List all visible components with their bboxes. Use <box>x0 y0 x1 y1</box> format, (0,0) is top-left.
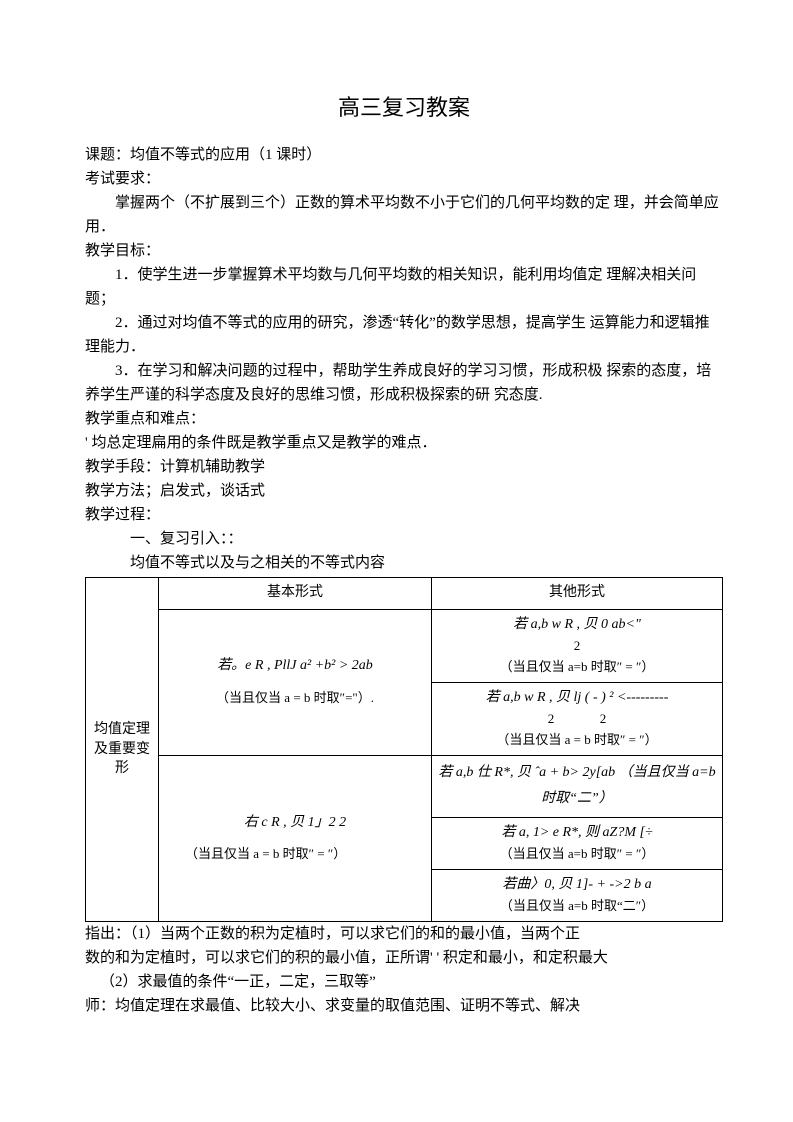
means-label: 教学手段： <box>85 459 160 475</box>
method-label: 教学方法； <box>85 483 160 499</box>
cell-b2-note: （当且仅当 a = b 时取″ = ″） <box>438 730 716 751</box>
row-label-cell: 均值定理及重要变形 <box>86 578 159 922</box>
focus-label: 教学重点和难点： <box>85 407 723 431</box>
cell-c-note: （当且仅当 a = b 时取″ = ″） <box>165 844 425 865</box>
cell-d3-note: （当且仅当 a=b 时取“二″） <box>438 896 716 917</box>
cell-b2-main: 若 a,b w R , 贝 lj ( - ) ² <--------- <box>438 687 716 709</box>
method-body: 启发式，谈话式 <box>160 483 265 499</box>
cell-b2-frac: 2 2 <box>438 709 716 730</box>
cell-d2: 若 a, 1> e R*, 则 aZ?M [÷ （当且仅当 a=b 时取″ = … <box>432 817 723 869</box>
cell-a-note: （当且仅当 a = b 时取″="）. <box>165 688 425 709</box>
cell-d3: 若曲〉0, 贝 1]- + ->2 b a （当且仅当 a=b 时取“二″） <box>432 869 723 921</box>
method-line: 教学方法；启发式，谈话式 <box>85 479 723 503</box>
goal-3: 3．在学习和解决问题的过程中，帮助学生养成良好的学习习惯，形成积极 探索的态度，… <box>85 359 723 407</box>
exam-req-label: 考试要求： <box>85 167 723 191</box>
cell-d2-note: （当且仅当 a=b 时取″ = ″） <box>438 844 716 865</box>
goal-label: 教学目标： <box>85 239 723 263</box>
table-row: 若。e R , PllJ a² +b² > 2ab （当且仅当 a = b 时取… <box>86 609 723 682</box>
process-label: 教学过程： <box>85 503 723 527</box>
goal-2: 2．通过对均值不等式的应用的研究，渗透“转化”的数学思想，提高学生 运算能力和逻… <box>85 311 723 359</box>
col-right-header: 其他形式 <box>432 578 723 609</box>
cell-c: 右 c R , 贝 1」2 2 （当且仅当 a = b 时取″ = ″） <box>159 755 432 922</box>
cell-b2: 若 a,b w R , 贝 lj ( - ) ² <--------- 2 2 … <box>432 682 723 755</box>
cell-b1-frac: 2 <box>438 636 716 657</box>
cell-b1: 若 a,b w R , 贝 0 ab<" 2 （当且仅当 a=b 时取″ = ″… <box>432 609 723 682</box>
cell-d1-main: 若 a,b 仕 R*, 贝 ˆa + b> 2y[ab （当且仅当 a=b 时取… <box>438 760 716 813</box>
pointout-1b: 数的和为定植时，可以求它们的积的最小值，正所谓' ' 积定和最小，和定积最大 <box>85 946 723 970</box>
pointout-1a: 指出：（1）当两个正数的积为定植时，可以求它们的和的最小值，当两个正 <box>85 922 723 946</box>
means-line: 教学手段：计算机辅助教学 <box>85 455 723 479</box>
cell-d1: 若 a,b 仕 R*, 贝 ˆa + b> 2y[ab （当且仅当 a=b 时取… <box>432 755 723 817</box>
cell-d2-main: 若 a, 1> e R*, 则 aZ?M [÷ <box>438 822 716 844</box>
table-header-row: 均值定理及重要变形 基本形式 其他形式 <box>86 578 723 609</box>
means-body: 计算机辅助教学 <box>160 459 265 475</box>
formula-table: 均值定理及重要变形 基本形式 其他形式 若。e R , PllJ a² +b² … <box>85 577 723 922</box>
table-row: 右 c R , 贝 1」2 2 （当且仅当 a = b 时取″ = ″） 若 a… <box>86 755 723 817</box>
exam-req-body: 掌握两个（不扩展到三个）正数的算术平均数不小于它们的几何平均数的定 理，并会简单… <box>85 191 723 239</box>
row-label-text: 均值定理及重要变形 <box>92 720 152 779</box>
goal-1: 1．使学生进一步掌握算术平均数与几何平均数的相关知识，能利用均值定 理解决相关问… <box>85 263 723 311</box>
col-left-header: 基本形式 <box>159 578 432 609</box>
teacher-line: 师：均值定理在求最值、比较大小、求变量的取值范围、证明不等式、解决 <box>85 994 723 1018</box>
document-page: 高三复习教案 课题：均值不等式的应用（1 课时） 考试要求： 掌握两个（不扩展到… <box>0 0 793 1122</box>
cell-b1-main: 若 a,b w R , 贝 0 ab<" <box>438 614 716 636</box>
focus-body: ' 均总定理扁用的条件既是教学重点又是教学的难点． <box>85 431 723 455</box>
step1-label: 一、复习引入：： <box>85 527 723 551</box>
lesson-line: 课题：均值不等式的应用（1 课时） <box>85 143 723 167</box>
cell-d3-main: 若曲〉0, 贝 1]- + ->2 b a <box>438 874 716 896</box>
pointout-2: （2）求最值的条件“一正，二定，三取等” <box>85 970 723 994</box>
step1-body: 均值不等式以及与之相关的不等式内容 <box>85 551 723 575</box>
cell-a-main: 若。e R , PllJ a² +b² > 2ab <box>165 655 425 677</box>
cell-b1-note: （当且仅当 a=b 时取″ = ″） <box>438 657 716 678</box>
cell-a: 若。e R , PllJ a² +b² > 2ab （当且仅当 a = b 时取… <box>159 609 432 755</box>
cell-c-main: 右 c R , 贝 1」2 2 <box>165 812 425 834</box>
page-title: 高三复习教案 <box>85 90 723 125</box>
